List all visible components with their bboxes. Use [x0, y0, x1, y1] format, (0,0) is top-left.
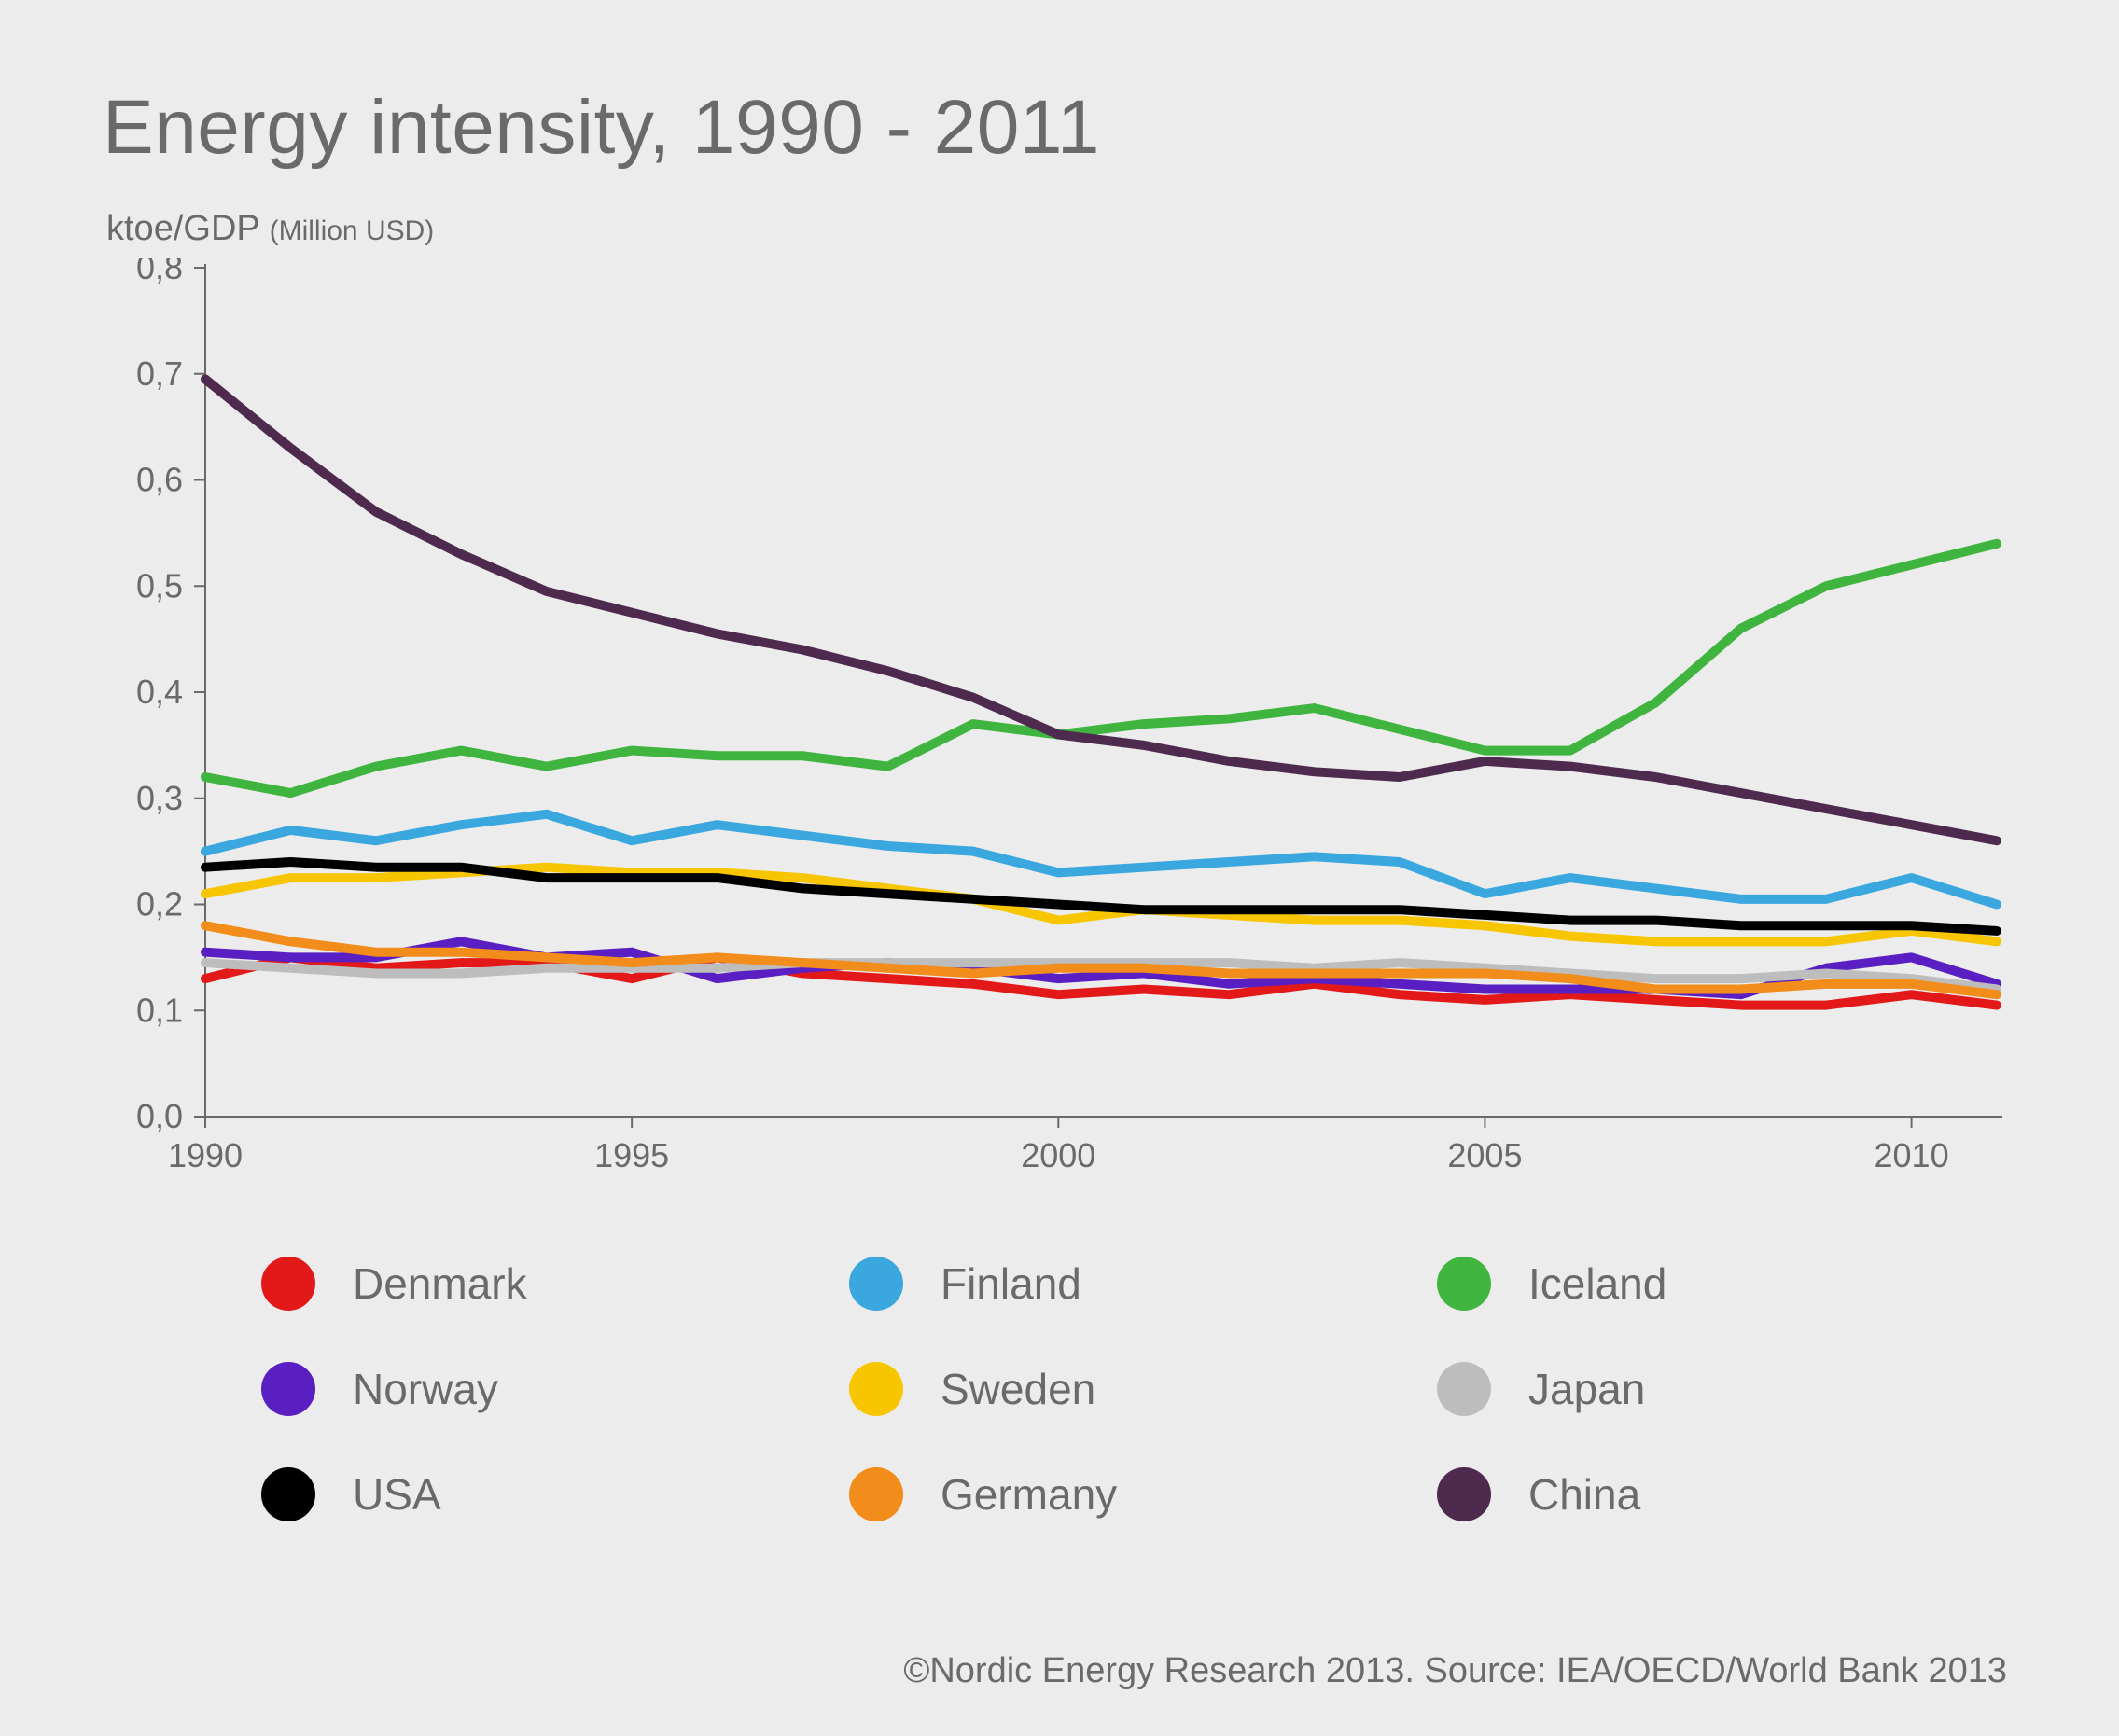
chart-legend: Denmark Finland Iceland Norway Sweden Japan US… — [261, 1257, 2016, 1521]
chart-svg: 0,0 0,1 0,2 0,3 0,4 0,5 0,6 0,7 0,8 1990 1995 2000 2… — [103, 258, 2006, 1191]
legend-dot-icon — [261, 1362, 315, 1416]
x-tick-label: 2000 — [1021, 1136, 1095, 1174]
y-axis-label-sub: (Million USD) — [270, 215, 435, 246]
legend-label: Denmark — [353, 1258, 527, 1309]
legend-item-finland: Finland — [849, 1257, 1428, 1311]
legend-dot-icon — [1437, 1257, 1491, 1311]
legend-item-denmark: Denmark — [261, 1257, 840, 1311]
y-tick-label: 0,6 — [136, 461, 183, 499]
x-tick-label: 1995 — [594, 1136, 669, 1174]
legend-dot-icon — [261, 1467, 315, 1521]
legend-label: Finland — [941, 1258, 1081, 1309]
legend-item-japan: Japan — [1437, 1362, 2015, 1416]
chart-title: Energy intensity, 1990 - 2011 — [103, 84, 2016, 172]
y-tick-label: 0,2 — [136, 885, 183, 924]
y-tick-label: 0,8 — [136, 258, 183, 286]
x-tick-label: 2010 — [1875, 1136, 1949, 1174]
legend-dot-icon — [849, 1467, 903, 1521]
chart-page: Energy intensity, 1990 - 2011 ktoe/GDP (… — [0, 0, 2119, 1736]
chart-credit: ©Nordic Energy Research 2013. Source: IE… — [903, 1651, 2007, 1691]
y-axis-label: ktoe/GDP (Million USD) — [106, 209, 2016, 249]
series-line-china — [205, 379, 1997, 840]
chart-plot-area: 0,0 0,1 0,2 0,3 0,4 0,5 0,6 0,7 0,8 1990 1995 2000 2… — [103, 258, 2006, 1191]
legend-dot-icon — [261, 1257, 315, 1311]
legend-item-germany: Germany — [849, 1467, 1428, 1521]
legend-label: Iceland — [1528, 1258, 1666, 1309]
legend-label: China — [1528, 1469, 1640, 1520]
legend-item-norway: Norway — [261, 1362, 840, 1416]
y-tick-label: 0,0 — [136, 1097, 183, 1135]
legend-item-china: China — [1437, 1467, 2015, 1521]
y-tick-label: 0,1 — [136, 991, 183, 1029]
legend-item-sweden: Sweden — [849, 1362, 1428, 1416]
legend-item-iceland: Iceland — [1437, 1257, 2015, 1311]
x-tick-label: 2005 — [1447, 1136, 1522, 1174]
legend-dot-icon — [1437, 1467, 1491, 1521]
legend-dot-icon — [1437, 1362, 1491, 1416]
y-tick-label: 0,4 — [136, 673, 183, 711]
y-tick-label: 0,7 — [136, 354, 183, 393]
legend-label: Japan — [1528, 1364, 1645, 1414]
y-tick-label: 0,3 — [136, 779, 183, 817]
y-tick-label: 0,5 — [136, 566, 183, 604]
legend-dot-icon — [849, 1362, 903, 1416]
legend-label: Norway — [353, 1364, 498, 1414]
x-tick-label: 1990 — [168, 1136, 243, 1174]
series-line-finland — [205, 814, 1997, 905]
series-line-iceland — [205, 544, 1997, 793]
y-axis-label-main: ktoe/GDP — [106, 209, 259, 248]
legend-item-usa: USA — [261, 1467, 840, 1521]
legend-label: Germany — [941, 1469, 1117, 1520]
legend-dot-icon — [849, 1257, 903, 1311]
legend-label: Sweden — [941, 1364, 1095, 1414]
legend-label: USA — [353, 1469, 441, 1520]
